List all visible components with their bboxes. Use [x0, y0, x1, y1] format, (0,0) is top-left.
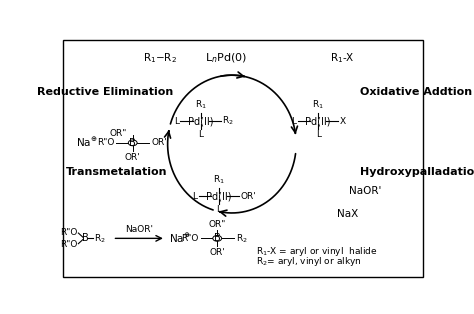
Text: B: B [129, 138, 136, 148]
Text: OR': OR' [241, 192, 256, 201]
Text: OR": OR" [110, 129, 128, 138]
Text: Na$^{\oplus}$: Na$^{\oplus}$ [169, 232, 191, 245]
Text: R$_1$: R$_1$ [312, 99, 324, 111]
Text: R"O: R"O [182, 234, 199, 243]
Text: B: B [82, 233, 88, 243]
Text: NaX: NaX [337, 209, 358, 219]
Text: R$_2$: R$_2$ [222, 115, 234, 127]
Text: L: L [192, 192, 197, 201]
Text: R$_2$: R$_2$ [236, 232, 247, 245]
Text: R$_2$: R$_2$ [94, 232, 106, 245]
Text: NaOR': NaOR' [125, 225, 153, 234]
Text: Na$^{\oplus}$: Na$^{\oplus}$ [76, 136, 98, 149]
Text: Pd(II): Pd(II) [305, 116, 331, 126]
Text: Reductive Elimination: Reductive Elimination [37, 87, 173, 97]
Text: OR": OR" [209, 220, 226, 229]
Text: OR': OR' [125, 153, 141, 162]
Text: L: L [217, 205, 221, 214]
Text: R$_1$−R$_2$: R$_1$−R$_2$ [143, 51, 177, 65]
Text: L$_n$Pd(0): L$_n$Pd(0) [205, 51, 247, 65]
Text: X: X [340, 116, 346, 126]
Text: L: L [292, 116, 297, 126]
Text: OR': OR' [151, 138, 167, 147]
Text: R$_1$: R$_1$ [195, 99, 207, 111]
Text: R"O: R"O [60, 240, 78, 249]
Text: Hydroxypalladation: Hydroxypalladation [360, 167, 474, 177]
Text: R$_2$= aryl, vinyl or alkyn: R$_2$= aryl, vinyl or alkyn [256, 255, 361, 268]
Text: L: L [316, 130, 321, 139]
Text: R$_1$: R$_1$ [213, 174, 225, 187]
Text: B: B [214, 233, 220, 243]
Text: R$_1$-X = aryl or vinyl  halide: R$_1$-X = aryl or vinyl halide [256, 245, 377, 258]
Text: L: L [198, 130, 203, 139]
Text: R"O: R"O [97, 138, 114, 147]
Text: L: L [174, 116, 179, 126]
Text: Transmetalation: Transmetalation [65, 167, 167, 177]
Text: R"O: R"O [60, 228, 78, 237]
Text: NaOR': NaOR' [349, 186, 382, 196]
Text: OR': OR' [210, 248, 225, 257]
Text: R$_1$-X: R$_1$-X [330, 51, 355, 65]
Text: Pd(II): Pd(II) [188, 116, 213, 126]
Text: Pd(II): Pd(II) [206, 191, 232, 201]
Text: Oxidative Addtion: Oxidative Addtion [360, 87, 473, 97]
